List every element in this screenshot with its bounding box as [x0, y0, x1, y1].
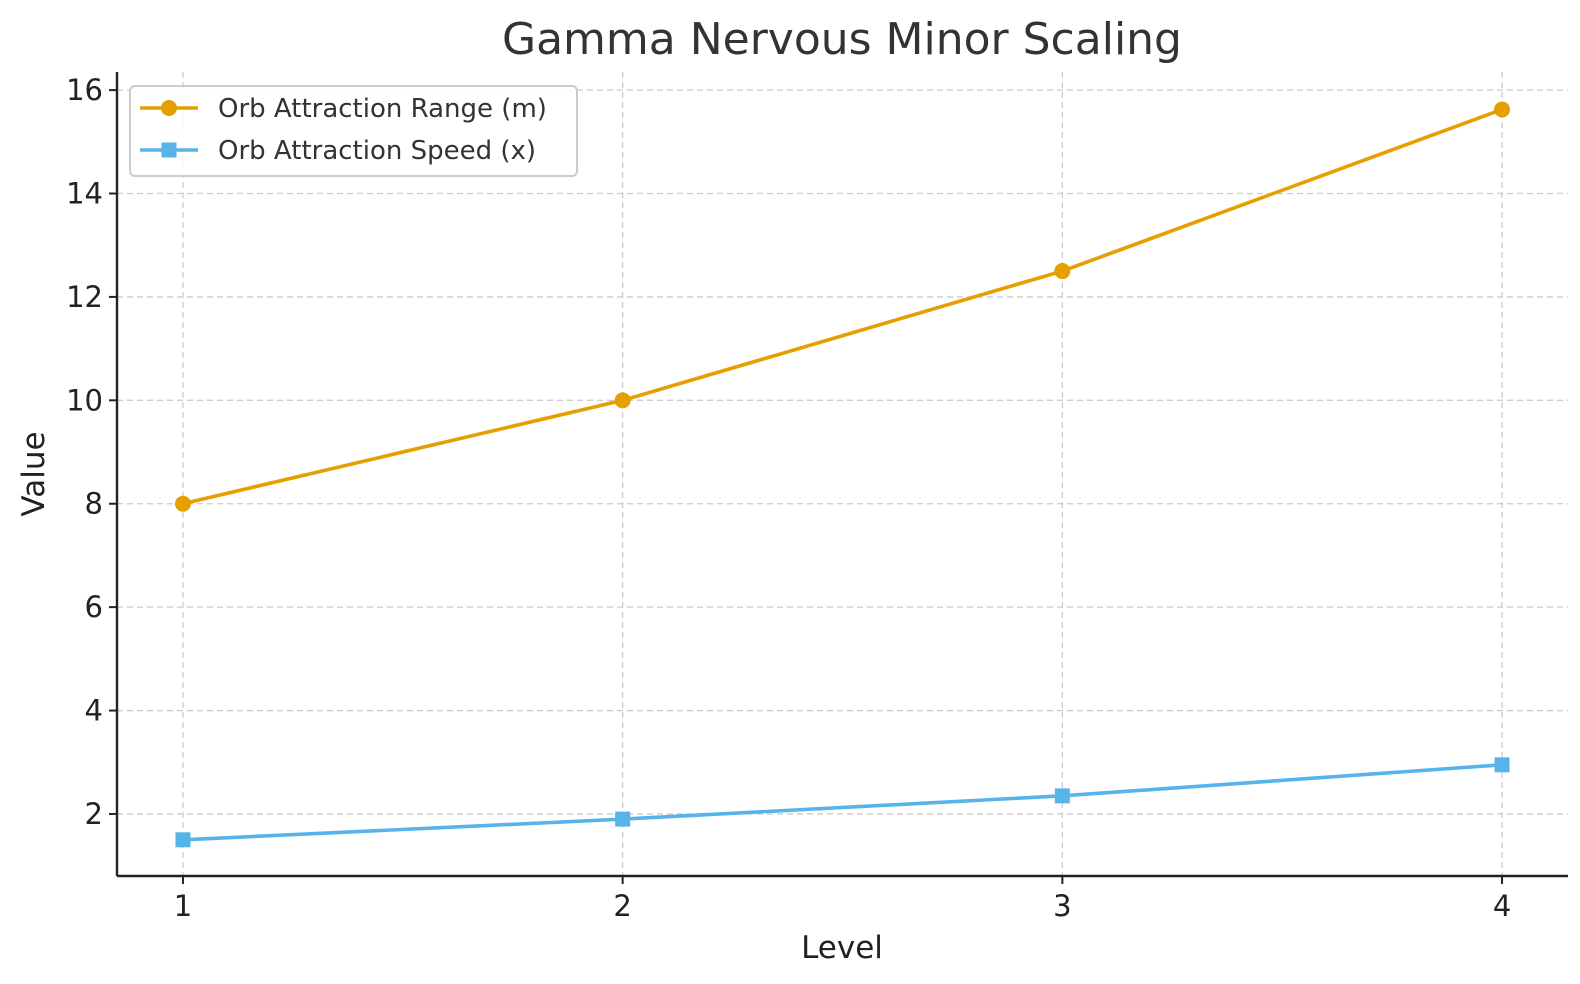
- y-tick-label: 6: [85, 590, 103, 624]
- y-axis-label: Value: [16, 431, 52, 516]
- data-point: [1054, 788, 1070, 804]
- series-line: [182, 107, 1503, 506]
- series-line: [182, 763, 1503, 842]
- data-point: [614, 392, 631, 409]
- y-tick-label: 8: [85, 487, 103, 521]
- legend: Orb Attraction Range (m) Orb Attraction S…: [129, 85, 578, 177]
- y-tick-label: 14: [66, 177, 103, 211]
- data-point: [1054, 263, 1071, 280]
- y-tick-label: 10: [66, 383, 103, 417]
- legend-label: Orb Attraction Speed (x): [218, 136, 536, 166]
- x-tick-label: 1: [174, 889, 192, 923]
- legend-item: Orb Attraction Range (m): [140, 94, 547, 124]
- legend-box: [129, 85, 578, 177]
- y-tick-label: 2: [85, 797, 103, 831]
- y-tick-label: 12: [66, 280, 103, 314]
- legend-label: Orb Attraction Range (m): [218, 94, 547, 124]
- series-2: [175, 757, 1510, 848]
- series-1: [174, 101, 1511, 512]
- y-tick-label: 16: [66, 73, 103, 107]
- x-axis-label: Level: [801, 930, 883, 966]
- x-tick-label: 4: [1493, 889, 1511, 923]
- y-tick-label: 4: [85, 694, 103, 728]
- x-tick-label: 3: [1053, 889, 1071, 923]
- data-point: [1494, 101, 1511, 118]
- series-group: [174, 101, 1511, 848]
- chart-title: Gamma Nervous Minor Scaling: [502, 14, 1182, 65]
- data-point: [174, 495, 191, 512]
- legend-marker: [161, 142, 177, 158]
- data-point: [1494, 757, 1510, 773]
- legend-item: Orb Attraction Speed (x): [140, 136, 536, 166]
- data-point: [175, 832, 191, 848]
- x-tick-label: 2: [613, 889, 631, 923]
- grid: [117, 72, 1568, 876]
- labels: Gamma Nervous Minor Scaling Level Value: [16, 14, 1182, 966]
- data-point: [615, 811, 631, 827]
- legend-marker: [161, 100, 177, 116]
